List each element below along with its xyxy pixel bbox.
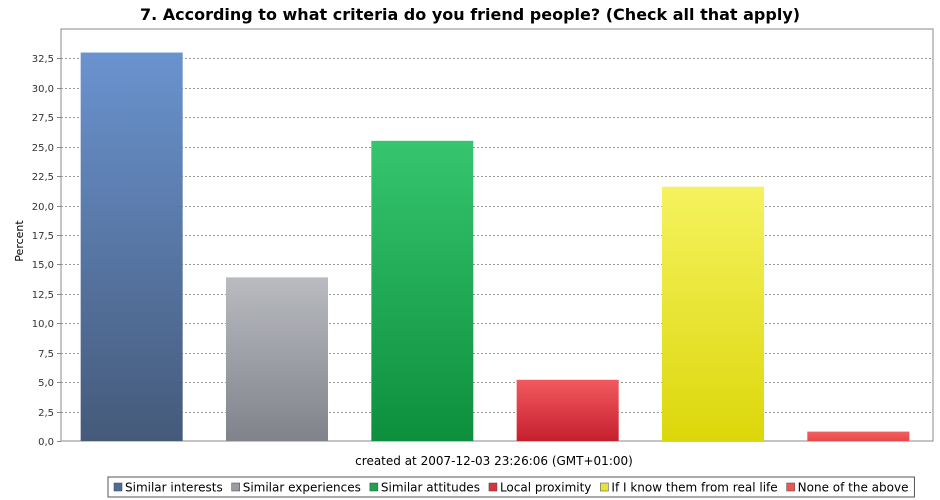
legend-swatch	[600, 482, 609, 492]
legend-swatch	[369, 482, 379, 492]
y-tick-label: 10,0	[32, 319, 54, 330]
legend-swatch	[786, 482, 795, 492]
y-tick-label: 17,5	[32, 231, 54, 242]
legend-swatch	[113, 482, 123, 492]
bars	[80, 52, 910, 442]
y-axis-ticks: 0,0 2,5 5,0 7,5 10,0 12,5 15,0 17,5 20,0 22,5 25,0…	[32, 54, 61, 448]
gridlines	[61, 58, 933, 413]
y-tick-label: 30,0	[32, 84, 54, 95]
y-tick-label: 2,5	[38, 408, 54, 419]
legend-item: Similar experiences	[243, 481, 361, 495]
legend-swatch	[231, 482, 240, 492]
y-tick-label: 12,5	[32, 290, 54, 301]
legend-swatch	[488, 482, 498, 492]
y-tick-label: 27,5	[32, 113, 54, 124]
legend-item: Local proximity	[500, 481, 591, 495]
y-axis-title: Percent	[13, 220, 26, 262]
y-tick-label: 5,0	[38, 378, 54, 389]
y-tick-label: 22,5	[32, 172, 54, 183]
legend-box	[107, 476, 915, 498]
bar-if-i-know-them-from-real-life	[662, 186, 764, 441]
bar-local-proximity	[516, 379, 619, 441]
y-tick-label: 32,5	[32, 54, 54, 65]
legend-item: None of the above	[798, 481, 909, 495]
legend-item: Similar attitudes	[381, 481, 480, 495]
chart-title: 7. According to what criteria do you fri…	[140, 5, 800, 24]
bar-similar-interests	[80, 52, 183, 442]
y-tick-label: 7,5	[38, 349, 54, 360]
bar-none-of-the-above	[807, 431, 910, 441]
y-tick-label: 15,0	[32, 260, 54, 271]
y-tick-label: 20,0	[32, 202, 54, 213]
y-tick-label: 0,0	[38, 437, 54, 448]
bar-similar-attitudes	[371, 140, 474, 442]
legend: Similar interests Similar experiences Simi…	[107, 476, 915, 498]
bar-similar-experiences	[226, 277, 328, 441]
legend-item: If I know them from real life	[611, 481, 777, 495]
y-tick-label: 25,0	[32, 143, 54, 154]
x-axis-caption: created at 2007-12-03 23:26:06 (GMT+01:0…	[355, 454, 633, 468]
legend-item: Similar interests	[125, 481, 223, 495]
